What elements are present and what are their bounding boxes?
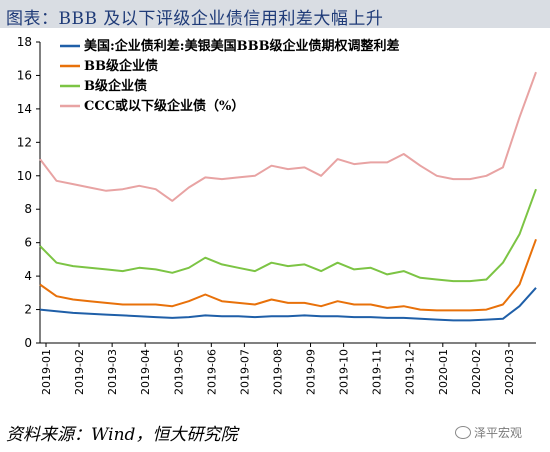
title-bar: 图表：BBB 及以下评级企业债信用利差大幅上升	[0, 0, 550, 29]
y-tick-label: 16	[17, 68, 32, 82]
x-tick-label: 2019-08	[271, 349, 284, 395]
y-tick-label: 4	[24, 269, 32, 283]
x-tick-label: 2020-02	[470, 349, 483, 395]
y-tick-label: 10	[17, 169, 32, 183]
chart-legend: 美国:企业债利差:美银美国BBB级企业债期权调整利差 BB级企业债 B级企业债 CCC…	[60, 38, 400, 114]
watermark-text: 泽平宏观	[474, 426, 523, 440]
x-tick-label: 2019-10	[338, 349, 351, 395]
y-tick-label: 0	[24, 336, 32, 350]
legend-label: 美国:企业债利差:美银美国BBB级企业债期权调整利差	[84, 38, 400, 54]
series-line	[39, 71, 537, 202]
x-tick-label: 2019-06	[205, 349, 218, 395]
wechat-icon	[455, 426, 471, 439]
x-tick-label: 2019-03	[106, 349, 119, 395]
series-line	[39, 238, 537, 312]
y-tick-label: 14	[17, 102, 32, 116]
chart-series	[39, 71, 537, 322]
x-tick-label: 2019-02	[73, 349, 86, 395]
legend-label: CCC或以下级企业债（%）	[84, 98, 244, 114]
source-note: 资料来源：Wind，恒大研究院	[6, 425, 238, 445]
x-tick-label: 2019-07	[238, 349, 251, 395]
x-tick-label: 2020-01	[437, 349, 450, 395]
y-tick-label: 2	[24, 303, 32, 317]
page-title: 图表：BBB 及以下评级企业债信用利差大幅上升	[6, 9, 384, 29]
legend-label: BB级企业债	[84, 58, 158, 74]
x-tick-label: 2019-11	[371, 349, 384, 395]
y-tick-label: 6	[24, 236, 32, 250]
x-tick-label: 2019-05	[172, 349, 185, 395]
x-tick-label: 2019-04	[139, 349, 152, 395]
chart-axes: 0 2 4 6 8 10 12 14 16 18 2019-01 2019-02 2019-03 2019…	[17, 35, 536, 395]
line-chart: 0 2 4 6 8 10 12 14 16 18 2019-01 2019-02 2019-03 2019…	[17, 35, 537, 395]
x-tick-label: 2019-01	[40, 349, 53, 395]
y-tick-label: 8	[24, 202, 32, 216]
series-line	[39, 287, 537, 322]
watermark: 泽平宏观	[455, 424, 522, 441]
y-tick-label: 18	[17, 35, 32, 49]
x-tick-label: 2019-12	[404, 349, 417, 395]
series-line	[39, 188, 537, 283]
legend-label: B级企业债	[84, 78, 147, 94]
x-tick-label: 2020-03	[503, 349, 516, 395]
y-tick-label: 12	[17, 135, 32, 149]
x-tick-label: 2019-09	[305, 349, 318, 395]
